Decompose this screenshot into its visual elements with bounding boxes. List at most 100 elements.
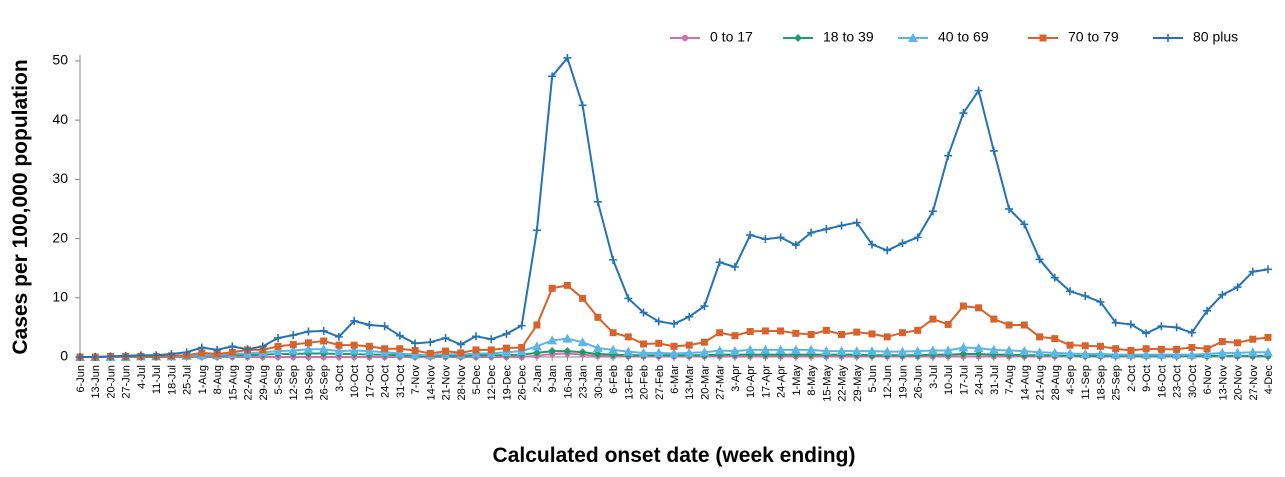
marker	[502, 329, 511, 338]
x-tick-label: 6-Nov	[1202, 365, 1214, 395]
marker	[333, 346, 344, 356]
marker	[898, 329, 906, 337]
x-tick-label: 31-Oct	[395, 365, 407, 398]
marker	[1005, 204, 1014, 213]
marker	[411, 339, 420, 348]
marker	[563, 281, 571, 289]
x-tick-label: 19-Dec	[501, 365, 513, 401]
marker	[990, 315, 998, 323]
x-tick-label: 10-Jul	[943, 365, 955, 395]
x-tick-label: 27-Nov	[1248, 365, 1260, 401]
x-tick-label: 17-Jul	[958, 365, 970, 395]
marker	[714, 345, 725, 355]
marker	[594, 313, 602, 321]
legend-marker	[794, 34, 802, 42]
marker	[623, 346, 634, 356]
x-tick-label: 20-Jun	[105, 365, 117, 399]
x-axis-title: Calculated onset date (week ending)	[493, 444, 856, 467]
x-tick-label: 1-May	[791, 365, 803, 396]
marker	[806, 344, 817, 354]
x-tick-label: 2-Oct	[1126, 365, 1138, 392]
x-tick-label: 18-Sep	[1095, 365, 1107, 400]
marker	[303, 344, 314, 354]
x-tick-label: 20-Feb	[639, 365, 651, 400]
x-tick-label: 3-Apr	[730, 365, 742, 392]
marker	[1005, 321, 1013, 329]
y-tick-label: 30	[52, 170, 68, 186]
marker	[959, 109, 968, 118]
marker	[1036, 333, 1044, 341]
marker	[699, 347, 710, 357]
marker	[791, 241, 800, 250]
legend-marker	[1039, 34, 1047, 42]
x-tick-label: 12-Dec	[486, 365, 498, 401]
marker	[320, 337, 328, 345]
marker	[944, 320, 952, 328]
marker	[1020, 321, 1028, 329]
marker	[426, 338, 435, 347]
marker	[1234, 339, 1242, 347]
marker	[319, 326, 328, 335]
marker	[548, 72, 557, 81]
marker	[790, 344, 801, 354]
marker	[655, 339, 663, 347]
marker	[715, 258, 724, 267]
marker	[684, 347, 695, 357]
marker	[487, 335, 496, 344]
marker	[318, 344, 329, 354]
marker	[640, 340, 648, 348]
marker	[335, 341, 343, 349]
marker	[927, 345, 938, 355]
marker	[822, 225, 831, 234]
y-tick-label: 10	[52, 288, 68, 304]
marker	[852, 218, 861, 227]
marker	[578, 101, 587, 110]
marker	[533, 321, 541, 329]
marker	[289, 331, 298, 340]
marker	[700, 302, 709, 311]
marker	[273, 346, 283, 356]
marker	[593, 197, 602, 206]
marker	[807, 228, 816, 237]
marker	[669, 348, 679, 358]
marker	[563, 53, 572, 62]
marker	[531, 341, 542, 351]
marker	[167, 350, 176, 359]
x-tick-label: 14-Nov	[425, 365, 437, 401]
marker	[838, 330, 846, 338]
marker	[349, 345, 360, 355]
marker	[624, 333, 632, 341]
x-tick-label: 13-Feb	[623, 365, 635, 400]
marker	[792, 329, 800, 337]
x-tick-label: 5-Sep	[273, 365, 285, 394]
x-tick-label: 10-Apr	[745, 365, 757, 398]
marker	[867, 346, 877, 356]
marker	[577, 337, 588, 347]
marker	[274, 334, 282, 343]
x-tick-label: 8-May	[806, 365, 818, 396]
x-tick-label: 12-Sep	[288, 365, 300, 400]
marker	[639, 308, 648, 317]
x-tick-label: 5-Dec	[471, 365, 483, 395]
legend-label: 18 to 39	[823, 29, 874, 45]
marker	[913, 233, 922, 242]
marker	[609, 329, 617, 337]
legend-label: 80 plus	[1193, 29, 1238, 45]
x-tick-label: 4-Sep	[1065, 365, 1077, 394]
x-tick-label: 26-Jun	[913, 365, 925, 399]
x-tick-label: 6-Feb	[608, 365, 620, 394]
marker	[518, 344, 526, 352]
x-tick-label: 12-Jun	[882, 365, 894, 399]
marker	[548, 347, 557, 356]
y-tick-label: 20	[52, 229, 68, 245]
marker	[700, 338, 708, 346]
marker	[1050, 273, 1059, 282]
x-tick-label: 28-Aug	[1050, 365, 1062, 400]
marker	[1019, 346, 1030, 356]
marker	[1065, 348, 1075, 358]
x-tick-label: 15-Aug	[227, 365, 239, 400]
x-tick-label: 24-Apr	[776, 365, 788, 398]
marker	[883, 333, 891, 341]
marker	[1263, 347, 1273, 357]
marker	[1202, 349, 1213, 359]
